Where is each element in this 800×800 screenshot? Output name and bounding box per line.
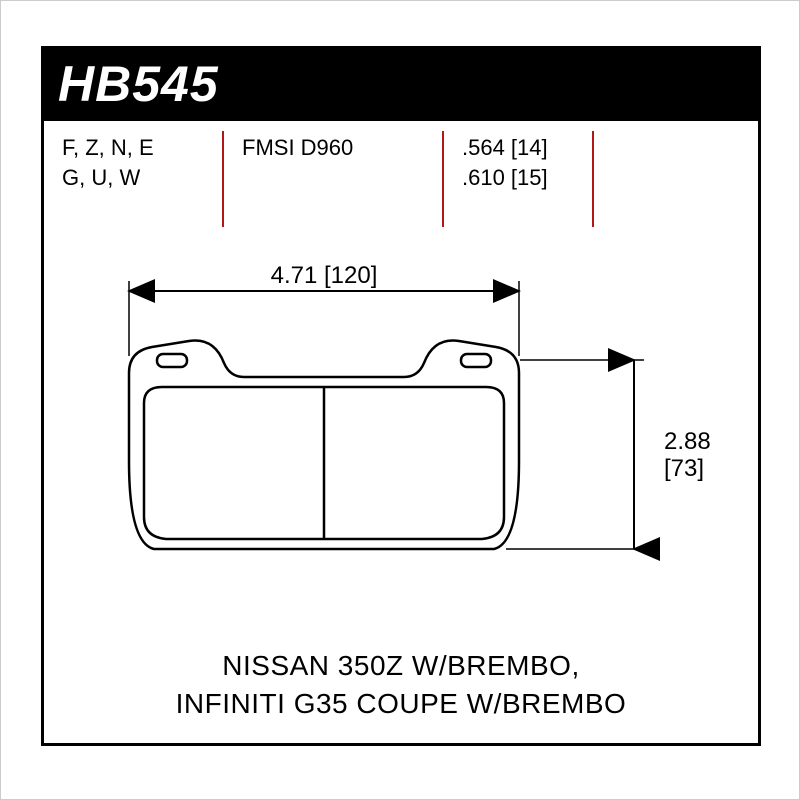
spec-card: HB545 F, Z, N, E G, U, W FMSI D960 .564 … [41, 46, 761, 746]
fitment-line-1: NISSAN 350Z W/BREMBO, [44, 647, 758, 685]
compounds-line-1: F, Z, N, E [62, 133, 224, 163]
svg-text:4.71 [120]: 4.71 [120] [271, 262, 378, 289]
part-number-header: HB545 [44, 49, 758, 121]
divider-line-3 [592, 131, 594, 227]
spec-columns: F, Z, N, E G, U, W FMSI D960 .564 [14] .… [44, 133, 758, 192]
divider-line-1 [222, 131, 224, 227]
svg-text:[73]: [73] [664, 455, 704, 482]
fmsi-code: FMSI D960 [242, 133, 444, 163]
fitment-line-2: INFINITI G35 COUPE W/BREMBO [44, 685, 758, 723]
height-dimension: 2.88 [73] [506, 360, 711, 549]
compounds-column: F, Z, N, E G, U, W [44, 133, 224, 192]
svg-text:2.88: 2.88 [664, 428, 711, 455]
drawing-area: 4.71 [120] [44, 251, 758, 631]
content-area: F, Z, N, E G, U, W FMSI D960 .564 [14] .… [44, 121, 758, 745]
divider-line-2 [442, 131, 444, 227]
thickness-column: .564 [14] .610 [15] [444, 133, 758, 192]
thickness-2: .610 [15] [462, 163, 758, 193]
fmsi-column: FMSI D960 [224, 133, 444, 192]
thickness-1: .564 [14] [462, 133, 758, 163]
brake-pad-drawing: 4.71 [120] [44, 251, 764, 631]
compounds-line-2: G, U, W [62, 163, 224, 193]
page: HB545 F, Z, N, E G, U, W FMSI D960 .564 … [0, 0, 800, 800]
brake-pad-outline [129, 340, 519, 549]
fitment-text: NISSAN 350Z W/BREMBO, INFINITI G35 COUPE… [44, 647, 758, 723]
part-number: HB545 [58, 56, 219, 112]
